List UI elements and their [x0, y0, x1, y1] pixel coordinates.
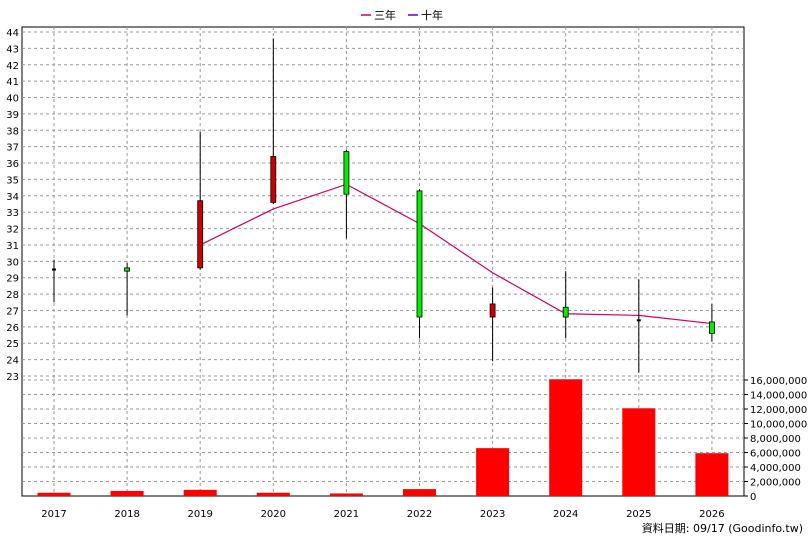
volume-tick-label: 6,000,000 [750, 449, 801, 460]
price-tick-label: 35 [6, 175, 19, 186]
price-tick-label: 25 [6, 339, 19, 350]
price-tick-label: 27 [6, 306, 19, 317]
price-tick-label: 29 [6, 274, 19, 285]
price-tick-label: 39 [6, 110, 19, 121]
candle-body [489, 303, 496, 318]
year-tick-label: 2021 [334, 509, 359, 520]
legend-label-three-year: 三年 [374, 8, 396, 22]
volume-bar [403, 489, 436, 496]
volume-tick-label: 4,000,000 [750, 463, 801, 474]
candle-body [636, 319, 641, 322]
candle-body [270, 156, 277, 203]
volume-bar [622, 408, 656, 496]
price-tick-label: 34 [6, 192, 19, 203]
price-tick-label: 44 [6, 28, 19, 39]
volume-bar [695, 453, 729, 496]
volume-bar [183, 489, 217, 496]
price-tick-label: 28 [6, 290, 19, 301]
price-tick-label: 31 [6, 241, 19, 252]
price-tick-label: 23 [6, 372, 19, 383]
price-tick-label: 36 [6, 159, 19, 170]
volume-bar [110, 490, 144, 496]
candle-body [416, 190, 423, 318]
candle-body [52, 268, 56, 271]
volume-bar [329, 493, 363, 496]
year-tick-label: 2022 [407, 509, 432, 520]
year-tick-label: 2019 [187, 509, 212, 520]
volume-bar [549, 379, 583, 496]
candle-body [124, 267, 130, 272]
price-tick-label: 24 [6, 356, 19, 367]
legend-label-ten-year: 十年 [421, 8, 443, 22]
candle-body [343, 151, 350, 195]
data-date-credit: 資料日期: 09/17 (Goodinfo.tw) [642, 521, 803, 535]
chart-legend: 三年 十年 [361, 8, 443, 22]
volume-tick-label: 8,000,000 [750, 434, 801, 445]
volume-bar [37, 492, 71, 496]
year-tick-label: 2018 [114, 509, 139, 520]
price-tick-label: 37 [6, 143, 19, 154]
candle-body [197, 200, 204, 269]
year-tick-label: 2025 [626, 509, 651, 520]
volume-bar [476, 448, 510, 496]
volume-tick-label: 0 [750, 492, 756, 503]
volume-tick-label: 16,000,000 [750, 376, 807, 387]
price-tick-label: 33 [6, 208, 19, 219]
volume-bar [256, 492, 290, 496]
year-tick-label: 2024 [553, 509, 578, 520]
price-tick-label: 42 [6, 61, 19, 72]
volume-tick-label: 14,000,000 [750, 391, 807, 402]
year-tick-label: 2020 [261, 509, 286, 520]
price-tick-label: 43 [6, 44, 19, 55]
volume-tick-label: 12,000,000 [750, 405, 807, 416]
price-tick-label: 26 [6, 323, 19, 334]
year-tick-label: 2017 [41, 509, 66, 520]
year-tick-label: 2026 [699, 509, 724, 520]
year-tick-label: 2023 [480, 509, 505, 520]
price-tick-label: 40 [6, 94, 19, 105]
candle-body [562, 306, 569, 318]
price-tick-label: 32 [6, 225, 19, 236]
price-tick-label: 38 [6, 126, 19, 137]
volume-tick-label: 10,000,000 [750, 420, 807, 431]
price-tick-label: 41 [6, 77, 19, 88]
moving-average-line [199, 183, 712, 325]
volume-tick-label: 2,000,000 [750, 478, 801, 489]
price-tick-label: 30 [6, 257, 19, 268]
candle-body [709, 321, 715, 334]
